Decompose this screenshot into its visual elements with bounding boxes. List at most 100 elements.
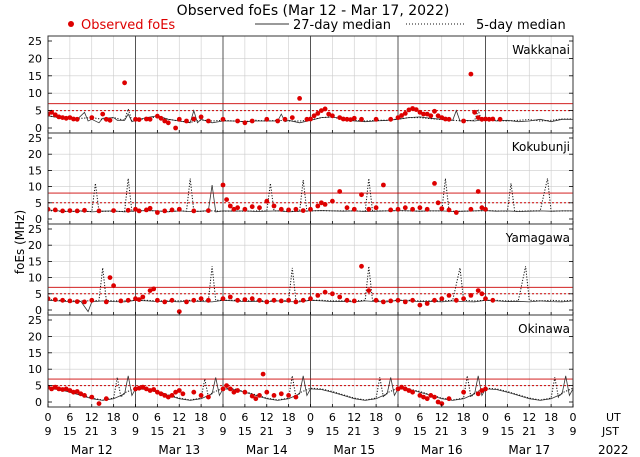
observed-point (264, 116, 270, 122)
observed-point (446, 396, 452, 402)
observed-point (89, 297, 95, 303)
observed-point (133, 116, 138, 122)
observed-point (381, 182, 386, 188)
observed-point (144, 207, 149, 213)
observed-point (439, 296, 445, 302)
observed-point (351, 115, 357, 121)
observed-point (461, 389, 466, 395)
observed-point (388, 207, 394, 213)
observed-point (399, 113, 404, 118)
observed-point (155, 389, 160, 395)
x-tick-label-jst: 15 (63, 425, 77, 438)
observed-point (344, 205, 350, 211)
observed-point (224, 197, 230, 203)
observed-point (206, 297, 211, 303)
observed-point (475, 288, 481, 293)
observed-point (359, 116, 364, 122)
observed-point (417, 109, 423, 115)
observed-point (439, 401, 445, 406)
x-tick-label-jst: 3 (198, 425, 205, 438)
observed-point (257, 297, 262, 303)
observed-point (63, 386, 69, 392)
x-tick-label-ut: 0 (482, 411, 489, 424)
observed-point (293, 206, 299, 212)
observed-point (330, 113, 335, 119)
observed-point (136, 117, 142, 122)
y-tick-label: 5 (35, 105, 42, 118)
observed-point (373, 116, 379, 122)
observed-point (136, 385, 142, 391)
observed-point (446, 116, 452, 122)
observed-point (439, 206, 445, 212)
observed-point (264, 198, 270, 204)
y-tick-label: 15 (28, 164, 42, 177)
observed-point (483, 386, 488, 392)
x-tick-label-ut: 12 (85, 411, 99, 424)
legend-27day-label: 27-day median (293, 18, 391, 33)
observed-point (337, 189, 343, 194)
observed-point (235, 118, 241, 124)
observed-point (406, 107, 412, 113)
station-label: Okinawa (518, 322, 570, 336)
observed-point (89, 115, 95, 120)
observed-point (483, 116, 488, 122)
observed-point (56, 114, 62, 120)
observed-point (395, 115, 401, 120)
observed-point (326, 111, 332, 117)
observed-point (67, 298, 73, 304)
x-tick-label-ut: 18 (194, 411, 208, 424)
station-label: Yamagawa (505, 231, 570, 245)
y-tick-label: 5 (35, 288, 42, 301)
observed-point (235, 297, 241, 303)
observed-point (410, 106, 415, 111)
observed-point (133, 296, 138, 302)
x-tick-label-ut: 12 (522, 411, 536, 424)
x-day-label: Mar 14 (246, 443, 288, 457)
observed-point (439, 115, 445, 120)
observed-point (308, 296, 313, 302)
observed-point (435, 113, 441, 119)
observed-point (49, 109, 54, 115)
y-tick-label: 0 (35, 304, 42, 317)
observed-point (231, 389, 237, 395)
observed-point (421, 111, 426, 117)
observed-point (122, 80, 127, 86)
observed-point (260, 371, 266, 377)
observed-point (140, 384, 146, 390)
observed-point (235, 388, 241, 393)
x-tick-label-jst: 3 (110, 425, 117, 438)
x-axis: UT JST 2022 0 6 12 18 0 6 12 18 0 6 12 18 0 6 12 18 0 6 12… (45, 411, 629, 457)
observed-point (257, 205, 262, 211)
observed-point (71, 116, 76, 122)
observed-point (308, 116, 313, 122)
observed-point (432, 394, 437, 400)
observed-point (48, 296, 51, 302)
observed-point (421, 394, 426, 400)
panel-series (48, 71, 573, 131)
x-tick-label-jst: 9 (45, 425, 52, 438)
observed-point (184, 299, 189, 305)
y-tick-label: 15 (28, 347, 42, 360)
observed-point (486, 116, 492, 122)
observed-point (322, 106, 328, 112)
observed-point (220, 296, 226, 302)
legend-5day-label: 5-day median (476, 18, 566, 33)
x-tick-label-jst: 9 (220, 425, 227, 438)
observed-point (82, 299, 87, 305)
observed-point (432, 297, 437, 303)
observed-point (289, 115, 295, 120)
observed-point (468, 71, 474, 77)
x-tick-label-ut: 0 (45, 411, 52, 424)
observed-point (304, 116, 310, 122)
observed-point (479, 116, 485, 122)
observed-point (249, 118, 255, 124)
observed-point (151, 286, 157, 292)
legend-observed-marker (68, 21, 74, 27)
observed-point (52, 297, 58, 302)
observed-point (78, 391, 84, 397)
panel-yamagawa: 0 5 10 15 20 25 Yamagawa (28, 223, 574, 317)
observed-point (278, 391, 284, 397)
x-day-label: Mar 12 (71, 443, 113, 457)
